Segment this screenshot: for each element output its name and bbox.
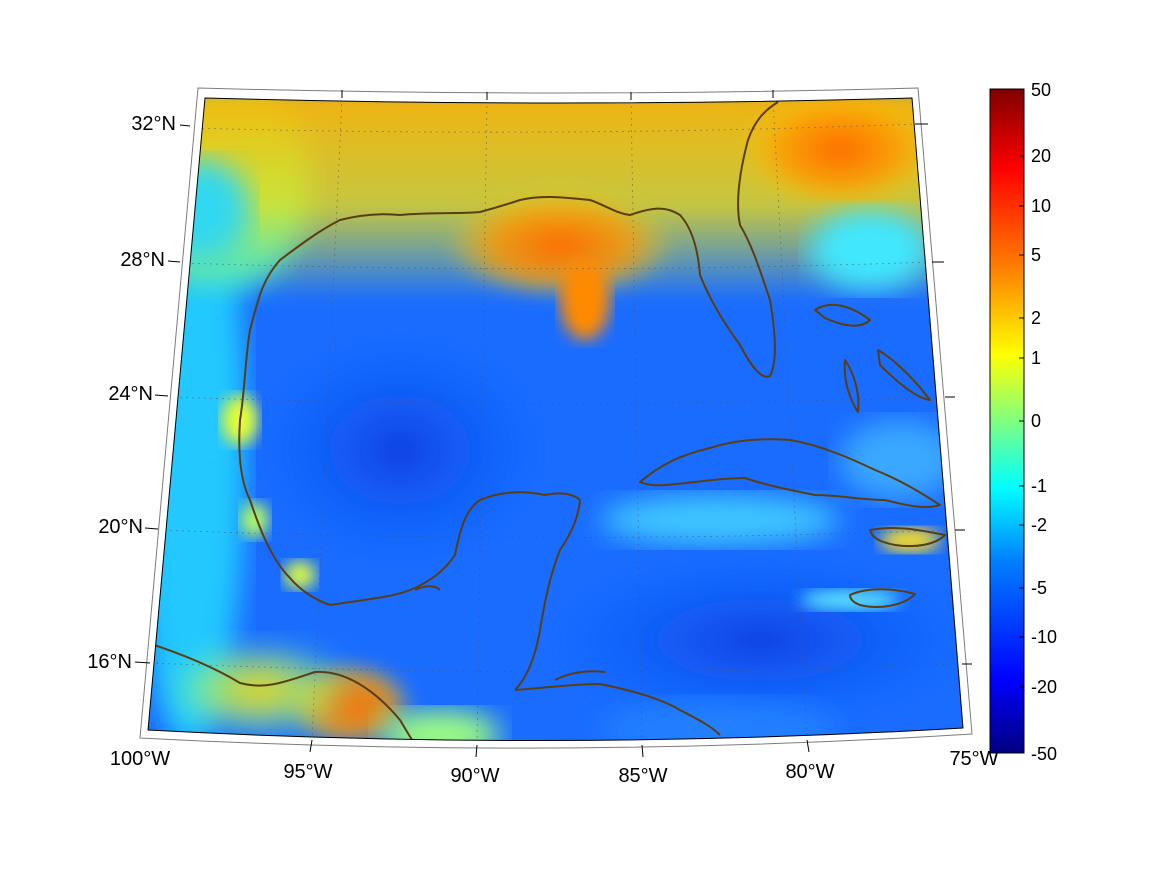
colorbar-gradient (989, 88, 1025, 754)
data-field (148, 98, 963, 741)
map-frame (147, 97, 964, 742)
colorbar: 50 20 10 5 2 1 0 -1 -2 -5 -10 -20 -50 (989, 80, 1057, 764)
colorbar-tick-label: -10 (1031, 627, 1057, 647)
colorbar-tick-label: 20 (1031, 146, 1051, 166)
lon-label: 75°W (949, 748, 998, 770)
colorbar-tick-label: -5 (1031, 578, 1047, 598)
axis-ticks (134, 90, 972, 758)
lon-label: 90°W (450, 765, 499, 787)
lon-label: 80°W (785, 761, 834, 783)
lon-label: 95°W (283, 761, 332, 783)
colorbar-tick-label: -20 (1031, 677, 1057, 697)
lat-label: 24°N (108, 383, 153, 405)
colorbar-tick-label: 1 (1031, 348, 1041, 368)
lat-label: 28°N (120, 249, 165, 271)
colorbar-ticks (1019, 155, 1024, 688)
colorbar-tick-label: -2 (1031, 515, 1047, 535)
lon-labels: 100°W 95°W 90°W 85°W 80°W 75°W (110, 748, 999, 787)
lat-label: 20°N (98, 516, 143, 538)
colorbar-tick-label: 10 (1031, 196, 1051, 216)
lat-label: 16°N (87, 651, 132, 673)
colorbar-tick-label: 5 (1031, 245, 1041, 265)
colorbar-tick-label: -1 (1031, 476, 1047, 496)
lon-label: 85°W (618, 765, 667, 787)
colorbar-tick-label: 0 (1031, 411, 1041, 431)
colorbar-tick-label: 2 (1031, 308, 1041, 328)
lat-labels: 32°N 28°N 24°N 20°N 16°N (87, 113, 176, 673)
map-frame-outer (139, 87, 973, 749)
graticule (149, 98, 963, 741)
colorbar-tick-label: -50 (1031, 744, 1057, 764)
coastlines (148, 101, 946, 741)
lat-label: 32°N (131, 113, 176, 135)
lon-label: 100°W (110, 748, 170, 770)
colorbar-tick-label: 50 (1031, 80, 1051, 100)
